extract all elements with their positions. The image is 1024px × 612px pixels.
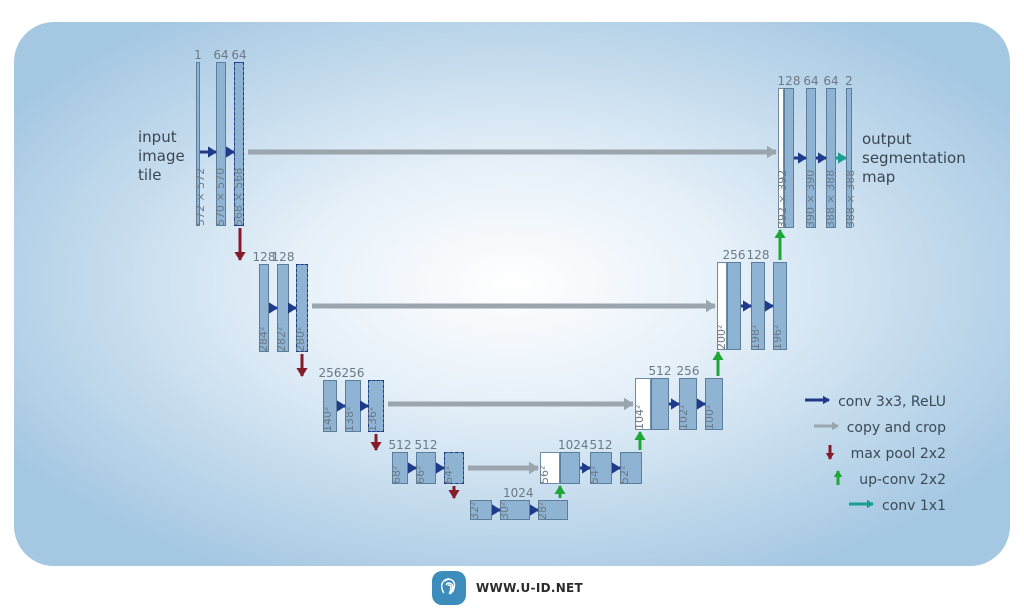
- conv-arrow: [269, 302, 278, 313]
- upconv-arrow: [774, 229, 785, 260]
- conv-arrow: [436, 462, 445, 473]
- conv-arrow: [408, 462, 417, 473]
- copy-arrow: [248, 146, 777, 159]
- conv-arrow: [794, 152, 807, 163]
- canvas: input image tile output segmentation map…: [0, 0, 1024, 612]
- conv-arrow: [288, 302, 297, 313]
- conv-arrow: [816, 152, 827, 163]
- copy-arrow: [468, 462, 539, 475]
- copy-arrow: [388, 398, 634, 411]
- upconv-arrow: [712, 351, 723, 376]
- conv-arrow: [226, 146, 235, 157]
- upconv-arrow: [634, 431, 645, 450]
- arrows-layer: [0, 0, 1024, 612]
- conv-arrow: [741, 300, 752, 311]
- conv-arrow: [669, 398, 680, 409]
- pool-arrow: [448, 486, 459, 499]
- conv-arrow: [530, 504, 539, 515]
- copy-arrow: [312, 300, 716, 313]
- conv-arrow: [765, 300, 774, 311]
- conv1x1-arrow: [836, 152, 847, 163]
- conv-arrow: [697, 398, 706, 409]
- pool-arrow: [370, 434, 381, 451]
- conv-arrow: [360, 400, 369, 411]
- conv-arrow: [200, 146, 217, 157]
- upconv-arrow: [554, 485, 565, 498]
- conv-arrow: [492, 504, 501, 515]
- conv-arrow: [612, 462, 621, 473]
- pool-arrow: [296, 354, 307, 377]
- conv-arrow: [337, 400, 346, 411]
- pool-arrow: [234, 228, 245, 261]
- conv-arrow: [580, 462, 591, 473]
